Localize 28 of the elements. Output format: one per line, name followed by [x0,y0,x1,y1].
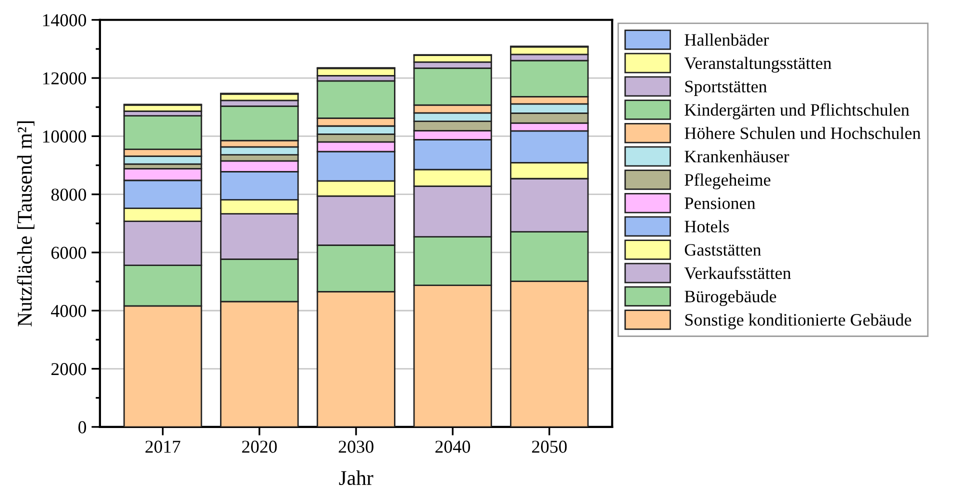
legend-label: Sportstätten [685,80,767,96]
y-tick-label: 8000 [51,188,86,201]
legend-label: Pflegeheime [684,173,770,190]
legend-label: Sonstige konditionierte Gebäude [685,314,912,330]
y-tick-label: 14000 [43,14,86,26]
x-tick-label: 2040 [435,440,470,453]
legend-label: Gaststätten [684,244,762,256]
legend-label: Höhere Schulen und Hochschulen [684,126,921,140]
x-tick-label: 2030 [338,440,374,453]
legend-label: Krankenhäuser [684,150,790,162]
y-tick-label: 2000 [51,363,86,376]
x-tick-label: 2017 [146,440,180,453]
legend-label: Hallenbäder [684,34,769,46]
x-axis-title: Jahr [339,470,374,486]
y-axis-title: Nutzfläche [Tausend m²] [16,121,34,326]
legend-label: Kindergärten und Pflichtschulen [684,103,910,120]
legend-label: Pensionen [684,197,756,210]
x-tick-label: 2050 [532,440,567,453]
y-tick-label: 12000 [43,72,86,84]
y-tick-label: 6000 [51,246,86,259]
legend-label: Verkaufsstätten [684,266,791,280]
legend-label: Bürogebäude [684,290,776,306]
y-tick-label: 10000 [43,130,86,143]
legend-label: Veranstaltungsstätten [684,56,832,73]
legend-label: Hotels [684,220,729,232]
y-tick-label: 4000 [50,304,86,318]
x-tick-label: 2020 [242,440,277,453]
y-tick-label: 0 [78,421,86,434]
